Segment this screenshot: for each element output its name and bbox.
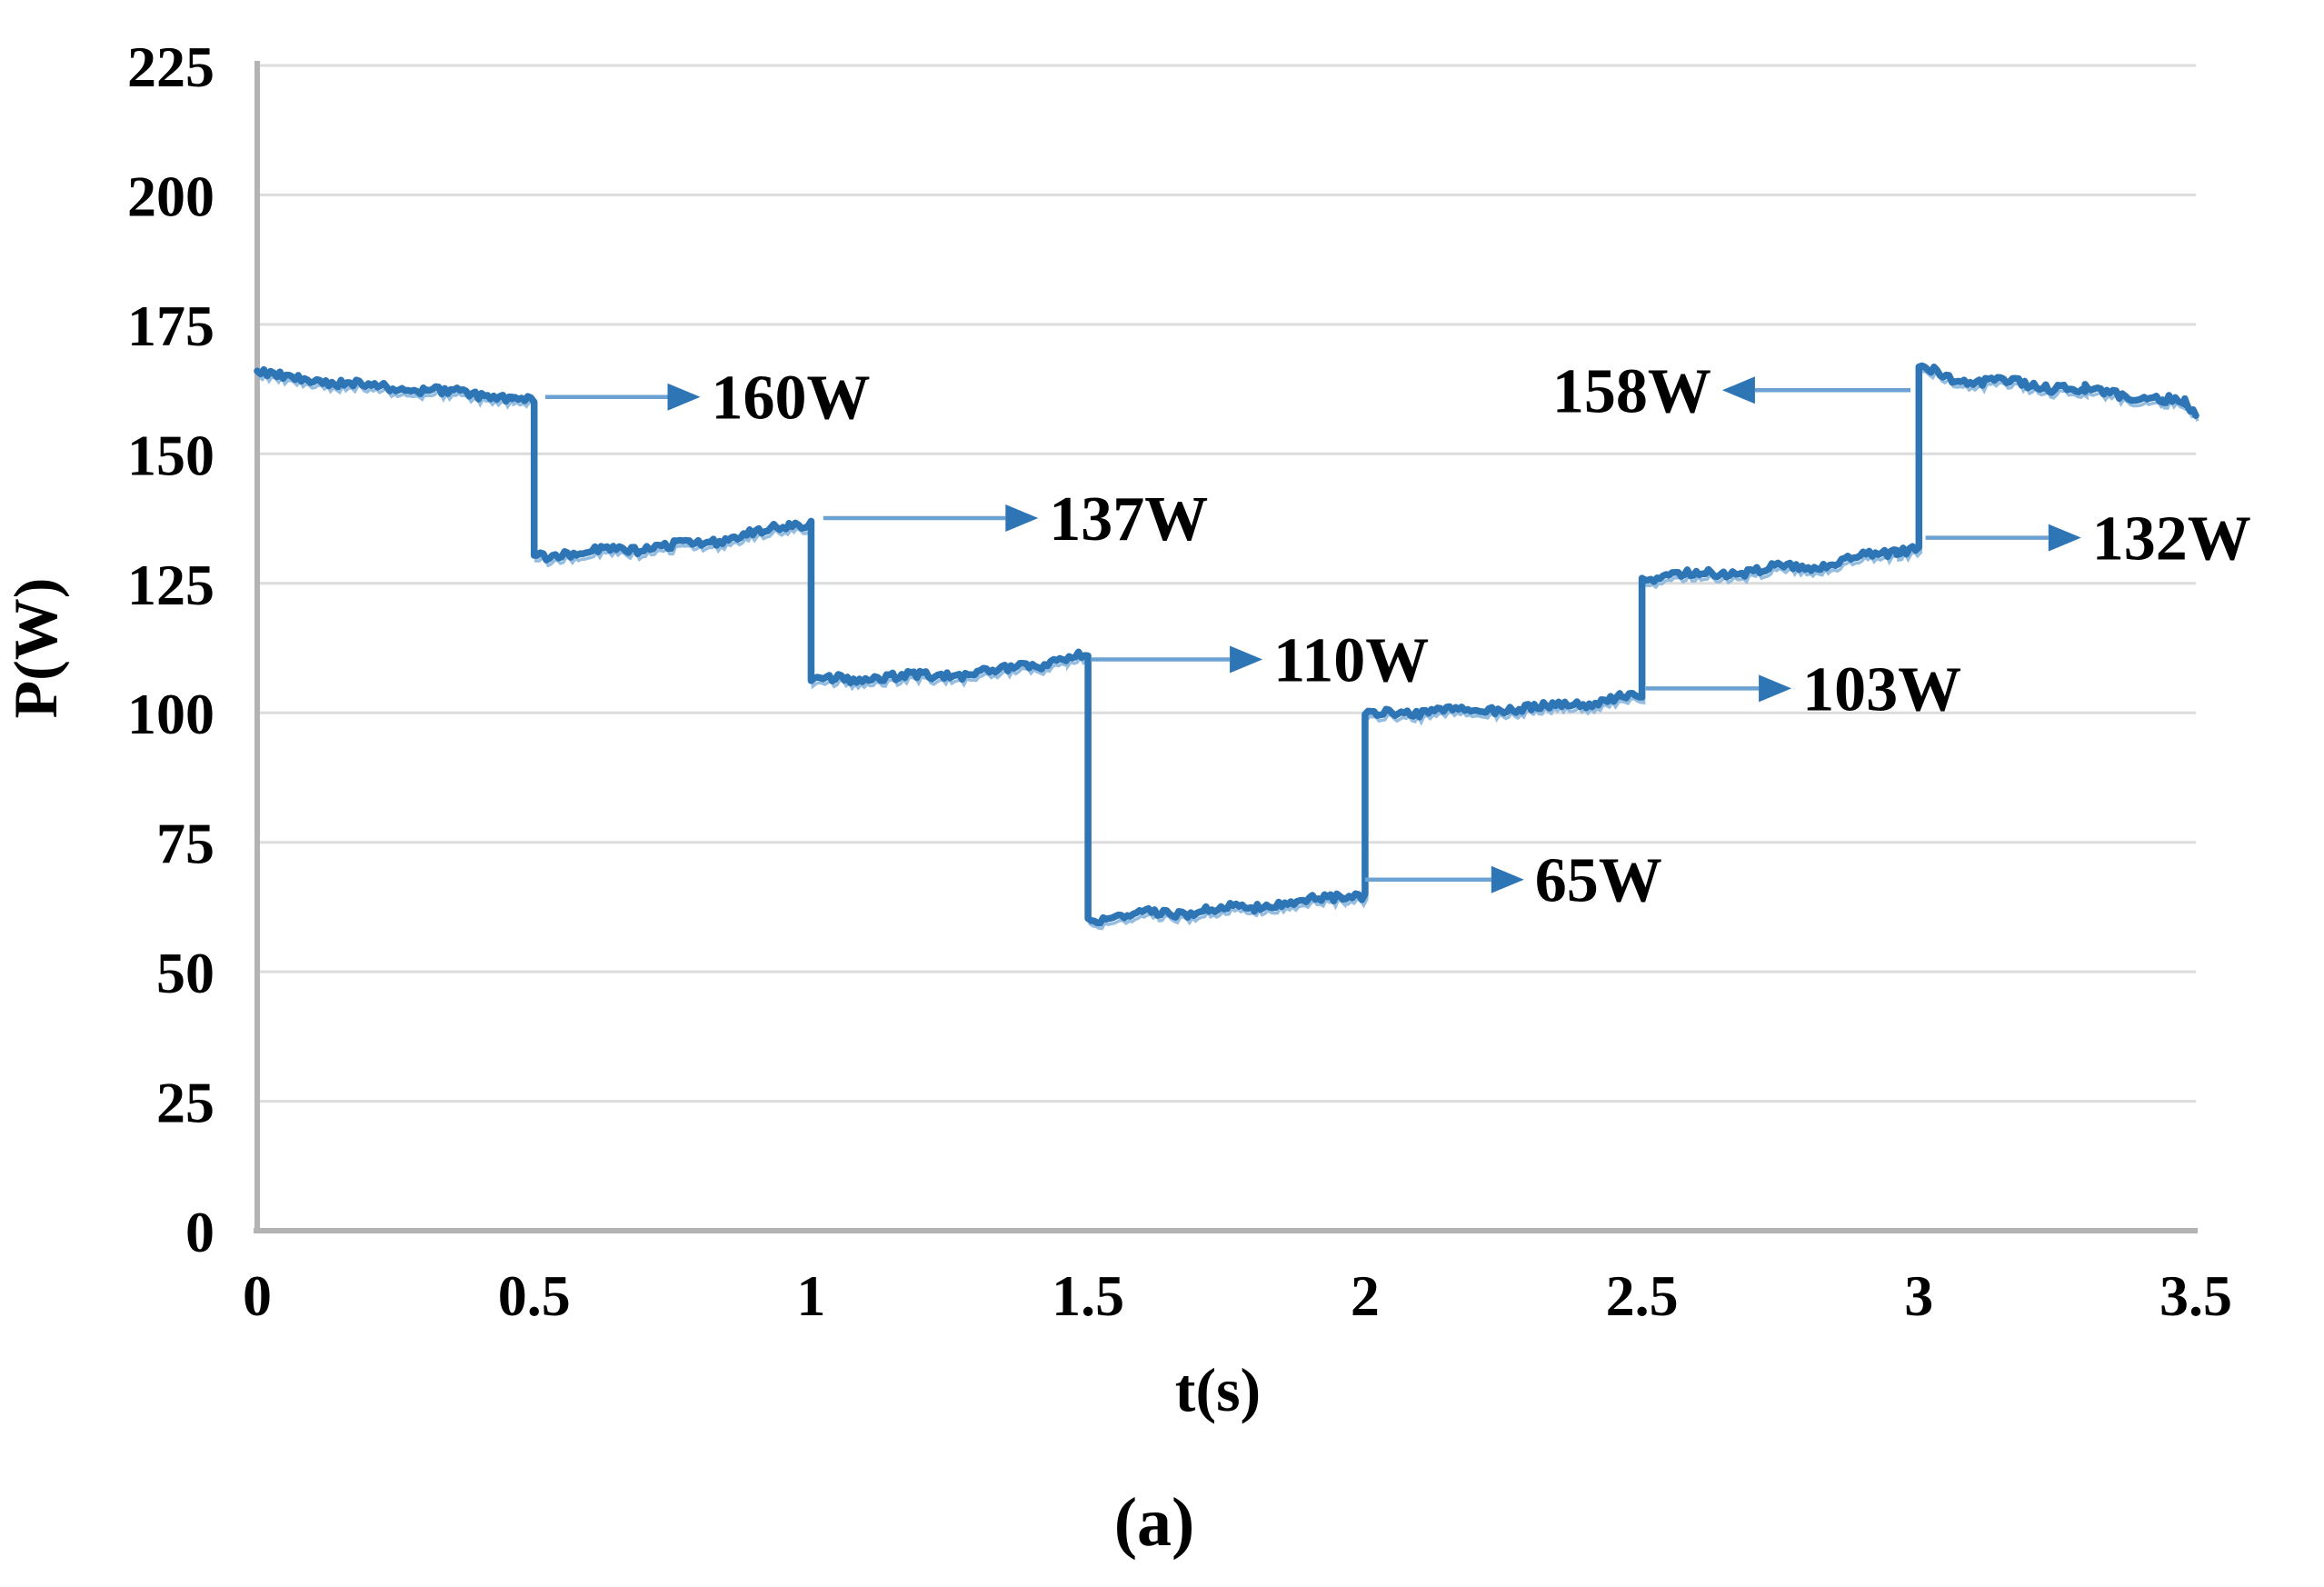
x-tick-label: 2.5 bbox=[1606, 1263, 1679, 1328]
y-tick-label: 200 bbox=[127, 164, 214, 228]
y-axis-title: P(W) bbox=[1, 578, 70, 719]
y-tick-label: 100 bbox=[127, 682, 214, 746]
annotation-132W: 132W bbox=[1925, 504, 2251, 574]
gridlines bbox=[257, 64, 2196, 1103]
annotation-160W: 160W bbox=[544, 364, 871, 434]
x-axis-title: t(s) bbox=[1175, 1355, 1261, 1424]
x-tick-labels: 0 0.5 1 1.5 2 2.5 3 3.5 bbox=[243, 1263, 2232, 1328]
arrow-head-icon bbox=[1759, 674, 1792, 703]
arrow-head-icon bbox=[1005, 504, 1039, 532]
annotation-label: 160W bbox=[712, 364, 871, 434]
y-tick-label: 75 bbox=[156, 812, 214, 876]
annotation-label: 132W bbox=[2092, 504, 2251, 574]
annotation-137W: 137W bbox=[823, 484, 1208, 554]
annotation-110W: 110W bbox=[1091, 626, 1429, 696]
power-trace-echo bbox=[257, 369, 2199, 931]
y-tick-label: 0 bbox=[185, 1200, 214, 1264]
annotation-158W: 158W bbox=[1552, 356, 1911, 426]
subfigure-caption: (a) bbox=[1114, 1484, 1195, 1561]
x-tick-label: 1.5 bbox=[1052, 1263, 1124, 1328]
y-tick-label: 50 bbox=[156, 941, 214, 1005]
power-trace-line bbox=[254, 362, 2199, 927]
arrow-head-icon bbox=[2048, 524, 2081, 552]
annotation-label: 65W bbox=[1535, 846, 1662, 916]
y-tick-label: 125 bbox=[127, 553, 214, 617]
x-tick-label: 1 bbox=[796, 1263, 825, 1328]
x-tick-label: 3.5 bbox=[2159, 1263, 2232, 1328]
annotation-label: 158W bbox=[1552, 356, 1711, 426]
y-tick-label: 225 bbox=[127, 35, 214, 99]
arrow-head-icon bbox=[1491, 865, 1524, 893]
x-tick-label: 3 bbox=[1904, 1263, 1933, 1328]
annotation-103W: 103W bbox=[1645, 654, 1961, 724]
arrow-head-icon bbox=[667, 383, 701, 411]
annotation-label: 137W bbox=[1049, 484, 1208, 554]
annotation-65W: 65W bbox=[1364, 846, 1662, 916]
arrow-head-icon bbox=[1721, 376, 1755, 404]
annotations: 160W 137W 110W 65W 103W 132W 158W bbox=[544, 356, 2251, 916]
annotation-label: 103W bbox=[1802, 654, 1961, 724]
annotation-label: 110W bbox=[1273, 626, 1429, 696]
y-tick-label: 25 bbox=[156, 1071, 214, 1135]
arrow-head-icon bbox=[1230, 645, 1263, 674]
x-tick-label: 0.5 bbox=[498, 1263, 571, 1328]
x-tick-label: 0 bbox=[243, 1263, 272, 1328]
y-tick-labels: 0 25 50 75 100 125 150 175 200 225 bbox=[127, 35, 214, 1264]
axes bbox=[254, 61, 2198, 1233]
x-tick-label: 2 bbox=[1351, 1263, 1380, 1328]
y-tick-label: 150 bbox=[127, 423, 214, 487]
power-trace bbox=[254, 362, 2199, 931]
y-tick-label: 175 bbox=[127, 294, 214, 358]
